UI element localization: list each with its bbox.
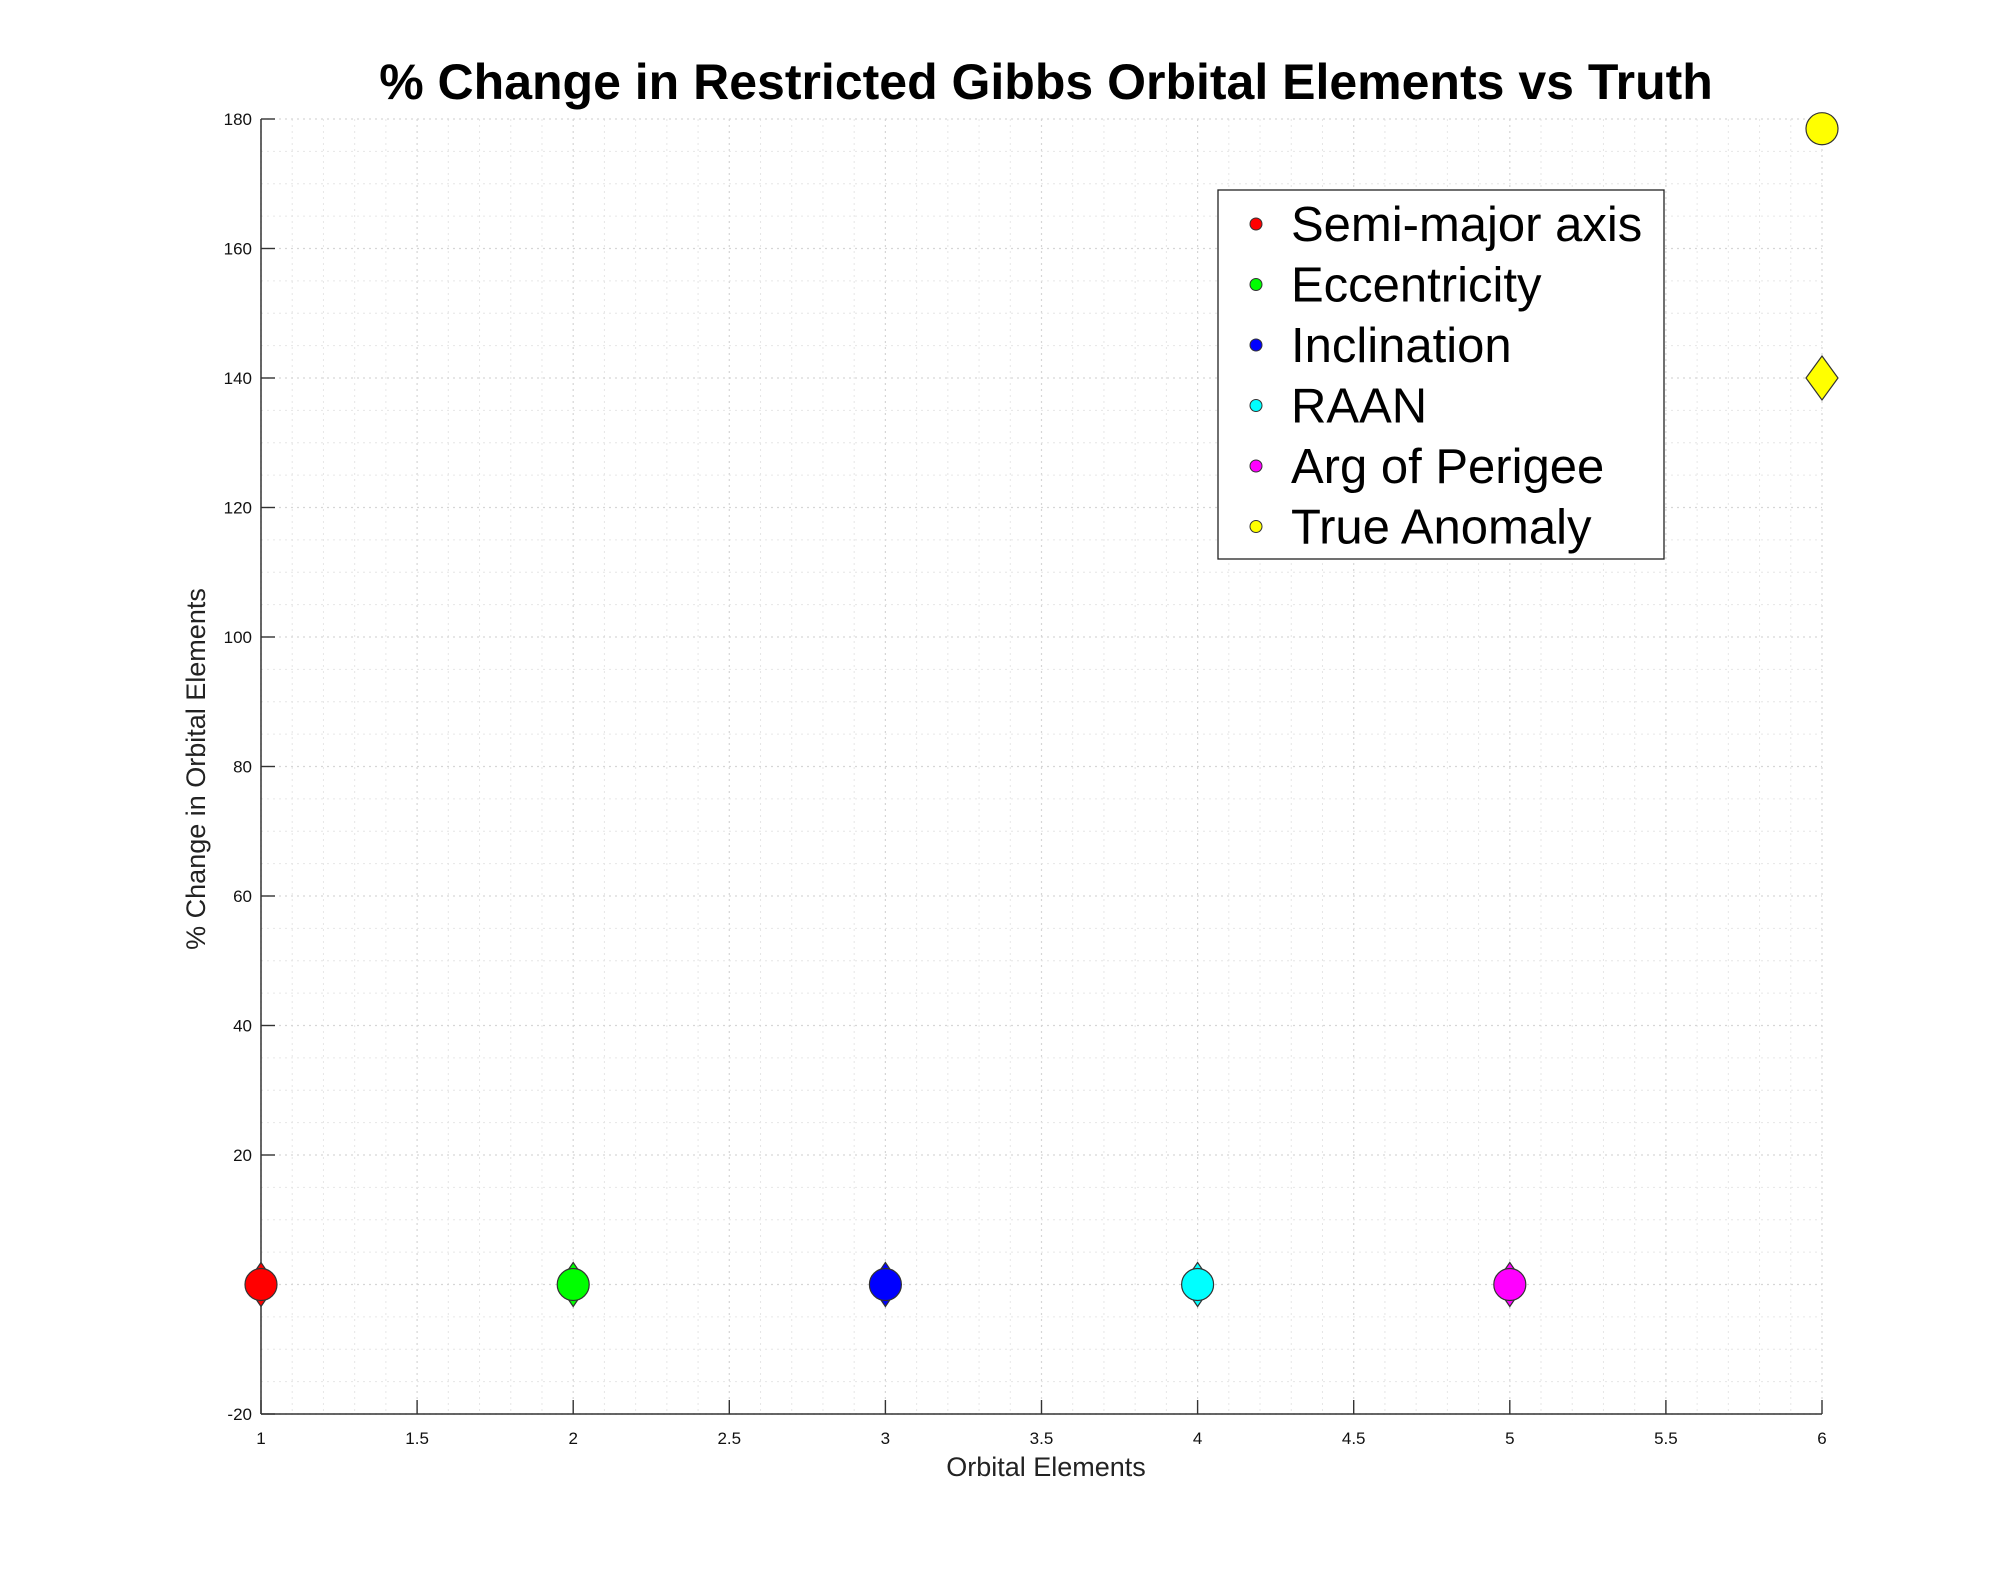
x-tick-label: 4 — [1193, 1429, 1202, 1448]
x-tick-label: 5 — [1505, 1429, 1514, 1448]
y-tick-label: 120 — [224, 499, 252, 518]
chart-title: % Change in Restricted Gibbs Orbital Ele… — [379, 54, 1713, 110]
circle-marker-semi-major-axis — [244, 1267, 278, 1302]
y-tick-label: 80 — [233, 758, 252, 777]
legend-entry: Arg of Perigee — [1291, 440, 1604, 494]
y-axis-label: % Change in Orbital Elements — [181, 588, 211, 950]
legend-entry: Semi-major axis — [1291, 198, 1642, 252]
x-tick-label: 3 — [881, 1429, 890, 1448]
grid-lines — [260, 118, 1823, 1415]
legend-marker — [1249, 338, 1263, 352]
legend-entry: RAAN — [1291, 380, 1427, 434]
circle-marker-true-anomaly — [1805, 112, 1839, 146]
legend-entry: True Anomaly — [1291, 501, 1592, 555]
data-markers — [244, 112, 1839, 1308]
legend-marker — [1249, 520, 1263, 533]
legend: Semi-major axis Eccentricity Inclination RA… — [1217, 189, 1665, 560]
y-tick-label: 180 — [224, 110, 252, 129]
x-tick-label: 6 — [1817, 1429, 1826, 1448]
x-tick-label: 1 — [256, 1429, 265, 1448]
y-tick-label: 40 — [233, 1017, 252, 1036]
y-tick-label: 20 — [233, 1146, 252, 1165]
y-tick-label: 60 — [233, 887, 252, 906]
x-tick-label: 1.5 — [405, 1429, 429, 1448]
y-tick-label: 100 — [224, 628, 252, 647]
legend-entry: Eccentricity — [1291, 259, 1542, 313]
x-tick-label: 2 — [568, 1429, 577, 1448]
circle-marker-inclination — [868, 1267, 903, 1302]
legend-marker — [1249, 278, 1263, 291]
x-tick-label: 3.5 — [1030, 1429, 1054, 1448]
legend-box — [1217, 189, 1665, 560]
circle-marker-arg-of-perigee — [1493, 1267, 1527, 1302]
y-tick-label: 140 — [224, 369, 252, 388]
legend-marker — [1249, 217, 1263, 231]
x-tick-label: 4.5 — [1342, 1429, 1366, 1448]
tick-labels: 1 1.5 2 2.5 3 3.5 4 4.5 5 5.5 6 -20 20 40 60 80 100 120 14… — [224, 110, 1827, 1448]
y-tick-label: -20 — [227, 1405, 252, 1424]
x-tick-label: 2.5 — [717, 1429, 741, 1448]
y-tick-label: 160 — [224, 240, 252, 259]
legend-entry: Inclination — [1291, 319, 1512, 373]
legend-marker — [1249, 459, 1263, 473]
x-tick-label: 5.5 — [1654, 1429, 1678, 1448]
legend-marker — [1249, 399, 1263, 412]
circle-marker-eccentricity — [556, 1267, 590, 1302]
x-axis-label: Orbital Elements — [946, 1452, 1146, 1482]
circle-marker-raan — [1180, 1267, 1215, 1302]
diamond-marker-true-anomaly — [1805, 354, 1839, 402]
